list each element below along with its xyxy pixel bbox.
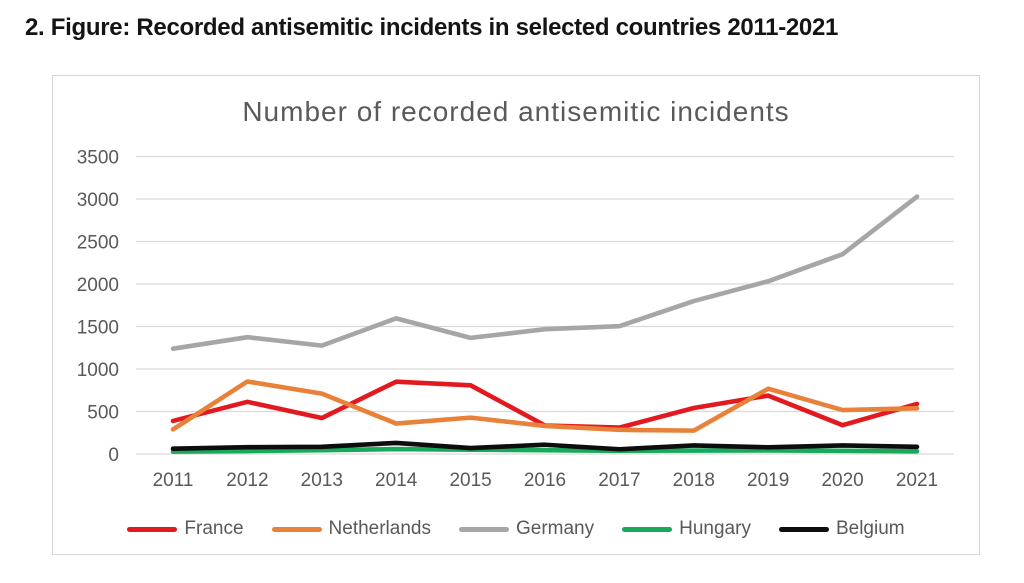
x-tick-label: 2012 xyxy=(226,470,268,491)
line-chart: 0 500 1000 1500 2000 2500 3000 3500 2011 2012 2013… xyxy=(77,148,954,491)
y-tick-label: 2500 xyxy=(77,233,119,254)
y-tick-label: 1500 xyxy=(77,318,119,339)
y-tick-label: 3500 xyxy=(77,148,119,169)
x-tick-label: 2011 xyxy=(153,470,194,491)
legend-item-netherlands: Netherlands xyxy=(271,518,431,540)
x-tick-label: 2021 xyxy=(896,470,938,491)
x-tick-label: 2018 xyxy=(673,470,715,491)
legend-item-france: France xyxy=(127,518,244,540)
legend-label-germany: Germany xyxy=(515,518,595,539)
legend-swatch-france xyxy=(127,526,178,532)
x-tick-label: 2019 xyxy=(747,470,789,491)
legend-item-hungary: Hungary xyxy=(622,518,751,540)
y-tick-label: 0 xyxy=(108,445,119,466)
x-tick-label: 2014 xyxy=(375,470,418,491)
legend-swatch-belgium xyxy=(778,526,829,532)
x-tick-label: 2017 xyxy=(598,470,640,491)
legend-item-germany: Germany xyxy=(458,518,595,540)
y-tick-label: 500 xyxy=(87,403,119,424)
x-tick-label: 2020 xyxy=(821,470,863,491)
x-tick-label: 2015 xyxy=(449,470,491,491)
chart-container: 0 500 1000 1500 2000 2500 3000 3500 2011 2012 2013… xyxy=(52,75,980,555)
legend-swatch-germany xyxy=(458,526,509,532)
y-tick-label: 1000 xyxy=(77,360,119,381)
chart-legend: France Netherlands Germany Hungary Belgium xyxy=(53,518,979,540)
legend-swatch-netherlands xyxy=(271,526,322,532)
x-tick-label: 2013 xyxy=(301,470,343,491)
legend-label-netherlands: Netherlands xyxy=(328,518,431,539)
series-line-hungary xyxy=(170,446,920,454)
series-line-netherlands xyxy=(170,379,920,433)
legend-label-belgium: Belgium xyxy=(835,518,905,539)
series-line-belgium xyxy=(170,440,920,452)
figure-caption: 2. Figure: Recorded antisemitic incident… xyxy=(25,14,839,41)
x-tick-label: 2016 xyxy=(524,470,566,491)
legend-swatch-hungary xyxy=(622,526,673,532)
chart-title: Number of recorded antisemitic incidents xyxy=(242,96,790,127)
y-tick-label: 2000 xyxy=(77,275,119,296)
series-line-germany xyxy=(170,194,920,351)
legend-label-hungary: Hungary xyxy=(679,518,751,539)
legend-item-belgium: Belgium xyxy=(778,518,905,540)
legend-label-france: France xyxy=(184,518,244,539)
y-tick-label: 3000 xyxy=(77,190,119,211)
